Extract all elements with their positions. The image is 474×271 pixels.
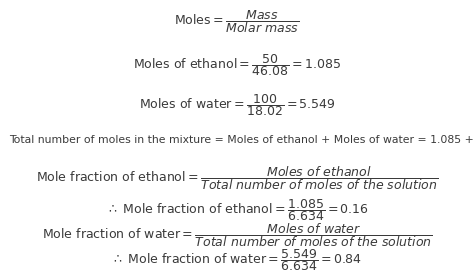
Text: Total number of moles in the mixture = Moles of ethanol + Moles of water = 1.085: Total number of moles in the mixture = M… xyxy=(9,135,474,145)
Text: $\therefore\ \mathrm{Mole\ fraction\ of\ water} = \dfrac{5.549}{6.634} = 0.84$: $\therefore\ \mathrm{Mole\ fraction\ of\… xyxy=(111,247,363,271)
Text: $\mathrm{Moles\ of\ ethanol} = \dfrac{50}{46.08} = 1.085$: $\mathrm{Moles\ of\ ethanol} = \dfrac{50… xyxy=(133,52,341,78)
Text: $\mathrm{Mole\ fraction\ of\ ethanol} = \dfrac{\mathit{Moles\ of\ ethanol}}{\mat: $\mathrm{Mole\ fraction\ of\ ethanol} = … xyxy=(36,164,438,192)
Text: $\therefore\ \mathrm{Mole\ fraction\ of\ ethanol} = \dfrac{1.085}{6.634} = 0.16$: $\therefore\ \mathrm{Mole\ fraction\ of\… xyxy=(106,197,368,223)
Text: $\mathrm{Mole\ fraction\ of\ water} = \dfrac{\mathit{Moles\ of\ water}}{\mathit{: $\mathrm{Mole\ fraction\ of\ water} = \d… xyxy=(42,221,432,249)
Text: $\mathrm{Moles\ of\ water} = \dfrac{100}{18.02} = 5.549$: $\mathrm{Moles\ of\ water} = \dfrac{100}… xyxy=(138,92,336,118)
Text: $\mathrm{Moles} = \dfrac{\mathbf{\mathit{Mass}}}{\mathbf{\mathit{Molar\ mass}}}$: $\mathrm{Moles} = \dfrac{\mathbf{\mathit… xyxy=(174,9,300,36)
